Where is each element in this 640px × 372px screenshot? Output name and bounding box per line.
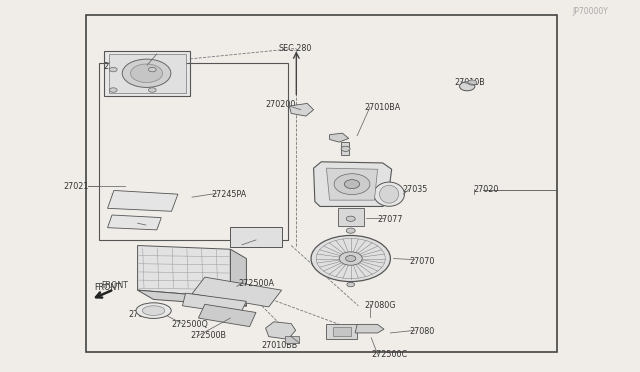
Ellipse shape <box>374 182 404 206</box>
Text: 27010BA: 27010BA <box>365 103 401 112</box>
Text: SEC.280: SEC.280 <box>278 44 312 53</box>
Circle shape <box>346 216 355 221</box>
Polygon shape <box>182 293 246 314</box>
Polygon shape <box>108 190 178 211</box>
Bar <box>230 227 282 247</box>
Circle shape <box>347 282 355 287</box>
Text: 272500A: 272500A <box>238 279 274 288</box>
Text: 272500C: 272500C <box>371 350 407 359</box>
Circle shape <box>346 228 355 233</box>
Circle shape <box>341 146 350 151</box>
Polygon shape <box>198 304 256 327</box>
Circle shape <box>131 64 163 83</box>
Text: 27010B: 27010B <box>454 78 485 87</box>
Text: 27021: 27021 <box>63 182 88 190</box>
Bar <box>333 327 351 336</box>
Text: 27238: 27238 <box>104 62 129 71</box>
Circle shape <box>460 82 475 91</box>
Text: FRONT: FRONT <box>101 281 128 290</box>
Polygon shape <box>266 322 296 339</box>
Text: 27010BB: 27010BB <box>261 341 298 350</box>
Circle shape <box>468 80 477 85</box>
Text: 272500B: 272500B <box>191 331 227 340</box>
Circle shape <box>109 88 117 92</box>
Ellipse shape <box>380 185 399 203</box>
Text: 27035: 27035 <box>402 185 428 194</box>
Polygon shape <box>230 249 246 306</box>
Polygon shape <box>289 103 314 116</box>
Text: 27080: 27080 <box>410 327 435 336</box>
Bar <box>338 208 364 226</box>
Circle shape <box>339 252 362 265</box>
Polygon shape <box>138 246 230 298</box>
Text: 27245PA: 27245PA <box>211 190 246 199</box>
Text: 27276: 27276 <box>237 241 262 250</box>
Text: FRONT: FRONT <box>95 283 122 292</box>
Text: 27070: 27070 <box>410 257 435 266</box>
Polygon shape <box>138 290 246 306</box>
Bar <box>285 336 299 343</box>
Circle shape <box>346 256 356 262</box>
Bar <box>99 63 288 240</box>
Polygon shape <box>330 133 349 142</box>
Polygon shape <box>108 215 161 230</box>
Circle shape <box>311 235 390 282</box>
Text: JP70000Y: JP70000Y <box>573 7 609 16</box>
Circle shape <box>334 174 370 195</box>
Ellipse shape <box>143 306 165 315</box>
Bar <box>341 142 349 155</box>
Text: 27020: 27020 <box>474 185 499 194</box>
Text: 27080G: 27080G <box>365 301 396 310</box>
Circle shape <box>122 59 171 87</box>
Polygon shape <box>192 277 282 307</box>
Text: 27035M: 27035M <box>128 310 160 319</box>
Ellipse shape <box>136 303 172 318</box>
Bar <box>104 51 190 96</box>
Text: 272500Q: 272500Q <box>172 320 209 329</box>
Circle shape <box>109 67 117 72</box>
Bar <box>326 324 357 339</box>
Polygon shape <box>326 168 378 200</box>
Text: 27245P: 27245P <box>112 219 142 228</box>
Circle shape <box>148 88 156 92</box>
Text: 27077: 27077 <box>378 215 403 224</box>
Bar <box>109 54 186 93</box>
Text: 270200: 270200 <box>266 100 296 109</box>
Polygon shape <box>355 324 384 333</box>
Bar <box>86 15 557 352</box>
Circle shape <box>344 180 360 189</box>
Polygon shape <box>314 162 392 206</box>
Circle shape <box>148 67 156 72</box>
